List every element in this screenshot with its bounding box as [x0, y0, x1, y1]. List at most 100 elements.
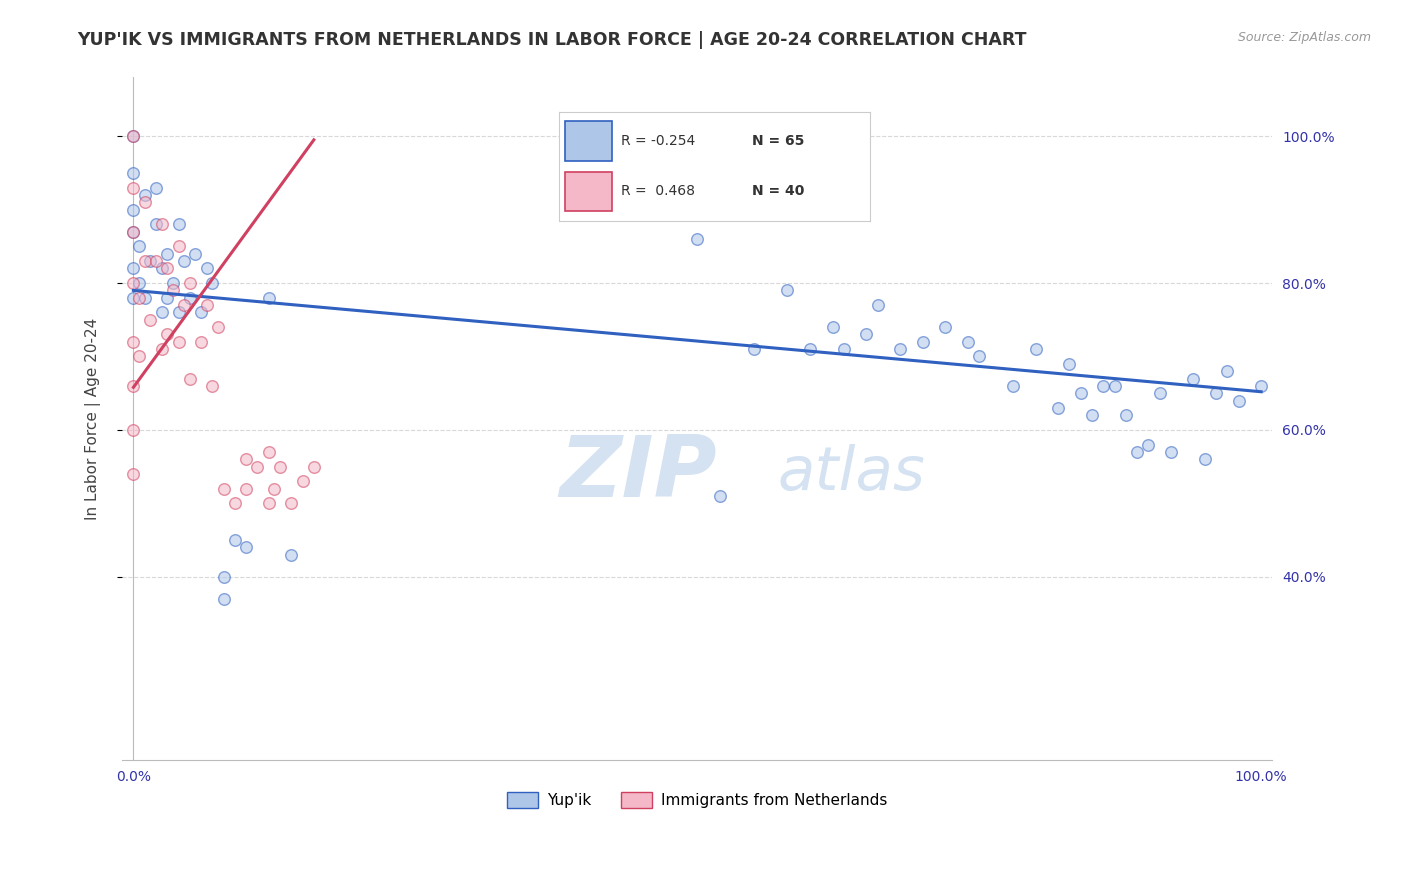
Point [821, 320, 844, 334]
Point [145, 254, 167, 268]
Point [134, 291, 156, 305]
Point [235, 482, 257, 496]
Point [128, 291, 150, 305]
Point [1216, 364, 1239, 378]
Point [162, 284, 184, 298]
Point [709, 489, 731, 503]
Point [1081, 409, 1104, 423]
Point [686, 232, 709, 246]
Point [139, 254, 162, 268]
Point [1070, 386, 1092, 401]
Point [1227, 393, 1250, 408]
Point [257, 291, 280, 305]
Point [195, 298, 218, 312]
Point [1025, 342, 1047, 356]
Point [889, 342, 911, 356]
Point [145, 180, 167, 194]
Point [956, 334, 979, 349]
Point [263, 482, 285, 496]
Point [167, 334, 190, 349]
Point [122, 261, 145, 276]
Point [1182, 371, 1205, 385]
Point [212, 482, 235, 496]
Point [224, 496, 246, 510]
Point [1104, 379, 1126, 393]
Point [1205, 386, 1227, 401]
Point [201, 276, 224, 290]
Point [212, 591, 235, 606]
Point [122, 202, 145, 217]
Point [128, 239, 150, 253]
Point [122, 180, 145, 194]
Point [150, 261, 173, 276]
Point [156, 246, 179, 260]
Point [1092, 379, 1115, 393]
Point [195, 261, 218, 276]
Y-axis label: In Labor Force | Age 20-24: In Labor Force | Age 20-24 [86, 318, 101, 520]
Point [776, 284, 799, 298]
Point [742, 342, 765, 356]
Point [156, 261, 179, 276]
Point [179, 291, 201, 305]
Point [291, 475, 314, 489]
Point [280, 548, 302, 562]
Point [799, 342, 821, 356]
Point [967, 350, 990, 364]
Point [167, 305, 190, 319]
Point [1126, 445, 1149, 459]
Point [134, 195, 156, 210]
Text: atlas: atlas [778, 444, 925, 503]
Legend: Yup'ik, Immigrants from Netherlands: Yup'ik, Immigrants from Netherlands [501, 786, 894, 814]
Point [139, 312, 162, 326]
Point [156, 291, 179, 305]
Point [911, 334, 934, 349]
Point [269, 459, 291, 474]
Point [156, 327, 179, 342]
Point [128, 350, 150, 364]
Point [122, 166, 145, 180]
Point [855, 327, 877, 342]
Point [224, 533, 246, 547]
Point [150, 342, 173, 356]
Point [145, 217, 167, 231]
Point [302, 459, 325, 474]
Point [122, 379, 145, 393]
Point [1115, 409, 1137, 423]
Point [1194, 452, 1216, 467]
Point [212, 570, 235, 584]
Point [1002, 379, 1025, 393]
Point [122, 423, 145, 437]
Point [190, 334, 212, 349]
Point [257, 445, 280, 459]
Point [1149, 386, 1171, 401]
Point [257, 496, 280, 510]
Point [173, 254, 195, 268]
Point [122, 334, 145, 349]
Point [832, 342, 855, 356]
Point [207, 320, 229, 334]
Point [1160, 445, 1182, 459]
Point [162, 276, 184, 290]
Point [934, 320, 956, 334]
Point [134, 188, 156, 202]
Point [1047, 401, 1070, 415]
Point [122, 276, 145, 290]
Point [122, 467, 145, 481]
Point [179, 276, 201, 290]
Point [246, 459, 269, 474]
Point [150, 305, 173, 319]
Point [122, 225, 145, 239]
Point [179, 371, 201, 385]
Point [122, 225, 145, 239]
Point [235, 452, 257, 467]
Point [1137, 437, 1160, 451]
Point [122, 291, 145, 305]
Point [134, 254, 156, 268]
Point [122, 129, 145, 144]
Point [201, 379, 224, 393]
Point [190, 305, 212, 319]
Point [184, 246, 207, 260]
Point [167, 217, 190, 231]
Point [173, 298, 195, 312]
Point [167, 239, 190, 253]
